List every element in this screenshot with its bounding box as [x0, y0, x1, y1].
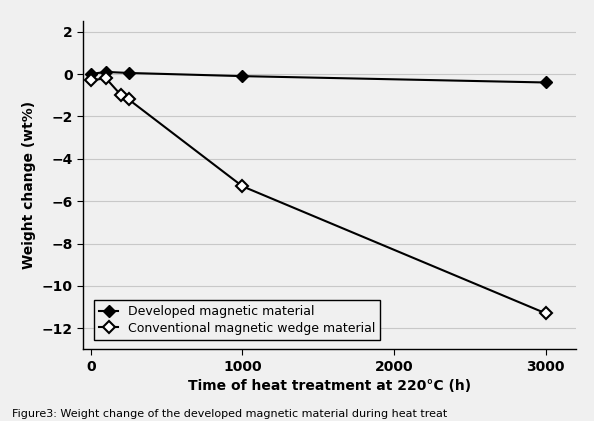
Developed magnetic material [87, 72, 94, 77]
Line: Developed magnetic material: Developed magnetic material [87, 68, 550, 87]
Conventional magnetic wedge material [239, 184, 246, 189]
Text: Figure3: Weight change of the developed magnetic material during heat treat: Figure3: Weight change of the developed … [12, 409, 447, 419]
Developed magnetic material [125, 70, 132, 75]
X-axis label: Time of heat treatment at 220°C (h): Time of heat treatment at 220°C (h) [188, 379, 471, 393]
Conventional magnetic wedge material [118, 93, 125, 98]
Conventional magnetic wedge material [87, 78, 94, 83]
Developed magnetic material [102, 69, 109, 75]
Developed magnetic material [542, 80, 549, 85]
Line: Conventional magnetic wedge material: Conventional magnetic wedge material [87, 74, 550, 317]
Conventional magnetic wedge material [125, 97, 132, 102]
Y-axis label: Weight change (wt%): Weight change (wt%) [22, 101, 36, 269]
Legend: Developed magnetic material, Conventional magnetic wedge material: Developed magnetic material, Conventiona… [94, 300, 381, 340]
Developed magnetic material [239, 74, 246, 79]
Conventional magnetic wedge material [542, 311, 549, 316]
Conventional magnetic wedge material [102, 76, 109, 81]
